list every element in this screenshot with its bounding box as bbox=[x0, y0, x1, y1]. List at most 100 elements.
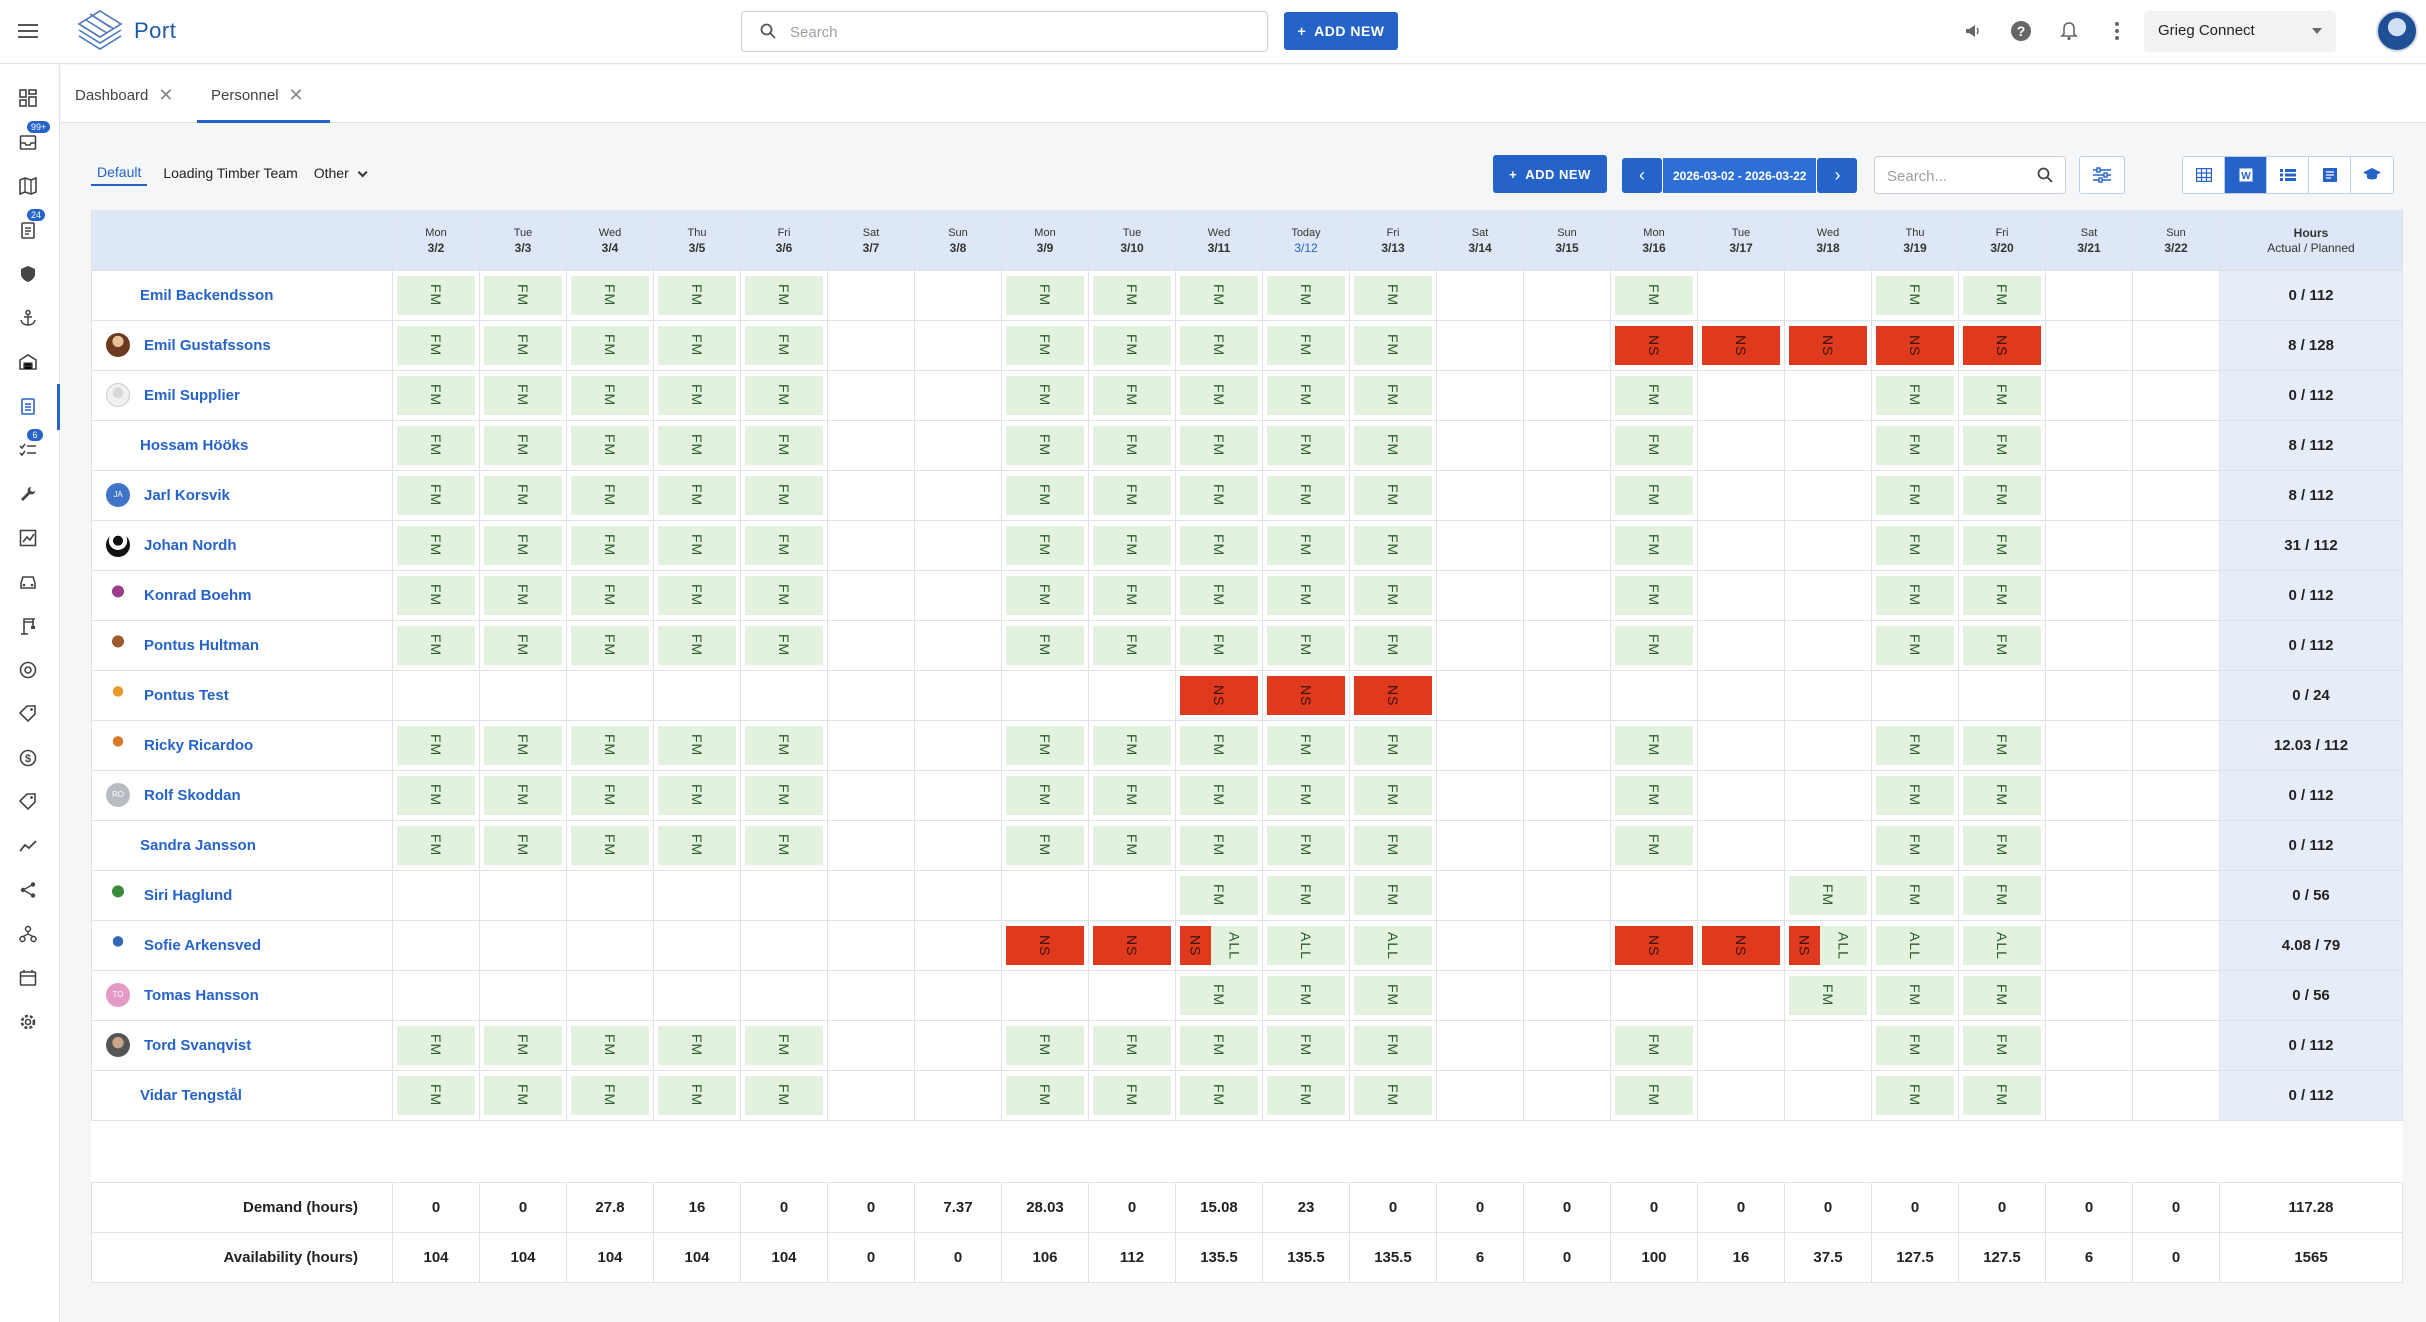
shift-cell[interactable]: FM bbox=[479, 770, 567, 821]
shift-block[interactable]: FM bbox=[484, 1026, 562, 1065]
shift-cell[interactable] bbox=[1436, 570, 1524, 621]
shift-block[interactable]: FM bbox=[1267, 326, 1345, 365]
shift-cell[interactable] bbox=[914, 970, 1002, 1021]
day-column-header[interactable]: Sun 3/22 bbox=[2132, 210, 2220, 271]
shift-cell[interactable]: FM bbox=[740, 720, 828, 771]
shift-cell[interactable]: FM bbox=[1001, 570, 1089, 621]
shift-cell[interactable]: FM bbox=[1349, 1020, 1437, 1071]
shift-block[interactable]: NS bbox=[1789, 326, 1867, 365]
shift-block[interactable]: FM bbox=[1876, 426, 1954, 465]
shift-cell[interactable] bbox=[2045, 870, 2133, 921]
shift-cell[interactable]: FM bbox=[1610, 420, 1698, 471]
shift-cell[interactable] bbox=[2132, 420, 2220, 471]
map-icon[interactable] bbox=[16, 174, 40, 198]
shift-cell[interactable] bbox=[1697, 770, 1785, 821]
shift-cell[interactable]: FM bbox=[566, 520, 654, 571]
shift-block[interactable]: FM bbox=[745, 726, 823, 765]
shift-block[interactable]: FM bbox=[1354, 876, 1432, 915]
anchor-icon[interactable] bbox=[16, 306, 40, 330]
shift-cell[interactable] bbox=[1523, 820, 1611, 871]
shift-block[interactable]: FM bbox=[1093, 1026, 1171, 1065]
shift-cell[interactable] bbox=[1697, 420, 1785, 471]
schedule-search[interactable] bbox=[1874, 156, 2066, 194]
shift-cell[interactable]: ALL bbox=[1349, 920, 1437, 971]
shift-cell[interactable] bbox=[653, 670, 741, 721]
week-view-icon[interactable]: W bbox=[2225, 157, 2267, 193]
shift-cell[interactable]: FM bbox=[653, 1070, 741, 1121]
shift-cell[interactable] bbox=[1784, 670, 1872, 721]
shift-block[interactable]: FM bbox=[1789, 976, 1867, 1015]
shift-cell[interactable] bbox=[914, 370, 1002, 421]
shift-block[interactable]: FM bbox=[1093, 626, 1171, 665]
shift-cell[interactable]: FM bbox=[1001, 370, 1089, 421]
day-column-header[interactable]: Tue 3/10 bbox=[1088, 210, 1176, 271]
day-column-header[interactable]: Sat 3/7 bbox=[827, 210, 915, 271]
shift-cell[interactable] bbox=[2045, 770, 2133, 821]
shift-cell[interactable]: FM bbox=[1784, 970, 1872, 1021]
shift-block[interactable]: NS bbox=[1615, 926, 1693, 965]
shift-cell[interactable] bbox=[479, 670, 567, 721]
support-icon[interactable] bbox=[16, 658, 40, 682]
shift-cell[interactable]: FM bbox=[566, 420, 654, 471]
shift-cell[interactable]: FM bbox=[1871, 820, 1959, 871]
shift-block[interactable]: FM bbox=[1180, 726, 1258, 765]
day-column-header[interactable]: Thu 3/5 bbox=[653, 210, 741, 271]
shift-cell[interactable] bbox=[2132, 920, 2220, 971]
shift-cell[interactable]: FM bbox=[479, 820, 567, 871]
shift-cell[interactable]: FM bbox=[1001, 470, 1089, 521]
shift-cell[interactable] bbox=[1523, 470, 1611, 521]
checklist-icon[interactable]: 6 bbox=[16, 428, 44, 462]
port-logo-icon[interactable] bbox=[76, 8, 124, 54]
shift-cell[interactable]: FM bbox=[392, 1070, 480, 1121]
shift-cell[interactable]: FM bbox=[1175, 370, 1263, 421]
shift-block[interactable]: FM bbox=[1006, 726, 1084, 765]
shift-cell[interactable]: FM bbox=[1871, 1070, 1959, 1121]
shift-cell[interactable]: FM bbox=[566, 470, 654, 521]
shift-cell[interactable]: FM bbox=[392, 520, 480, 571]
shift-cell[interactable] bbox=[1784, 370, 1872, 421]
shift-block[interactable]: FM bbox=[1354, 726, 1432, 765]
shift-cell[interactable] bbox=[827, 420, 915, 471]
shift-block[interactable]: FM bbox=[1006, 576, 1084, 615]
shift-block[interactable]: FM bbox=[1876, 1076, 1954, 1115]
person-name-cell[interactable]: Emil Gustafssons bbox=[91, 320, 393, 371]
shift-cell[interactable]: FM bbox=[653, 820, 741, 871]
shift-block[interactable]: FM bbox=[1180, 526, 1258, 565]
shift-block[interactable]: FM bbox=[1876, 826, 1954, 865]
shift-cell[interactable]: NS ALL bbox=[1175, 920, 1263, 971]
shift-block[interactable]: FM bbox=[1963, 626, 2041, 665]
person-name-cell[interactable]: Pontus Test bbox=[91, 670, 393, 721]
shift-block[interactable]: NS bbox=[1006, 926, 1084, 965]
shift-cell[interactable] bbox=[2045, 370, 2133, 421]
shift-block[interactable]: FM bbox=[1354, 526, 1432, 565]
shift-block[interactable]: FM bbox=[1354, 776, 1432, 815]
shift-cell[interactable]: FM bbox=[1262, 520, 1350, 571]
shift-cell[interactable] bbox=[392, 920, 480, 971]
dashboard-icon[interactable] bbox=[16, 86, 40, 110]
shift-cell[interactable] bbox=[392, 670, 480, 721]
shift-block[interactable]: FM bbox=[1354, 276, 1432, 315]
shift-block[interactable]: FM bbox=[1006, 776, 1084, 815]
shift-cell[interactable] bbox=[1697, 820, 1785, 871]
vehicle-icon[interactable] bbox=[16, 570, 40, 594]
day-column-header[interactable]: Wed 3/18 bbox=[1784, 210, 1872, 271]
shift-cell[interactable]: NS bbox=[1958, 320, 2046, 371]
shift-cell[interactable]: FM bbox=[1175, 720, 1263, 771]
shift-cell[interactable]: FM bbox=[653, 320, 741, 371]
tab-dashboard[interactable]: Dashboard ✕ bbox=[75, 83, 173, 107]
shift-cell[interactable]: FM bbox=[1610, 1070, 1698, 1121]
shift-cell[interactable] bbox=[1697, 670, 1785, 721]
shift-cell[interactable] bbox=[566, 970, 654, 1021]
person-name[interactable]: Sandra Jansson bbox=[140, 836, 256, 854]
shift-cell[interactable]: FM bbox=[1088, 1070, 1176, 1121]
person-name[interactable]: Tomas Hansson bbox=[144, 986, 259, 1004]
shift-block[interactable]: FM bbox=[1006, 376, 1084, 415]
shield-icon[interactable] bbox=[16, 262, 40, 286]
person-name[interactable]: Emil Gustafssons bbox=[144, 336, 271, 354]
shift-block[interactable]: FM bbox=[1876, 276, 1954, 315]
shift-cell[interactable]: FM bbox=[1871, 520, 1959, 571]
shift-cell[interactable]: FM bbox=[566, 370, 654, 421]
shift-cell[interactable]: FM bbox=[653, 770, 741, 821]
shift-block[interactable]: FM bbox=[1963, 526, 2041, 565]
shift-block[interactable]: FM bbox=[571, 1076, 649, 1115]
